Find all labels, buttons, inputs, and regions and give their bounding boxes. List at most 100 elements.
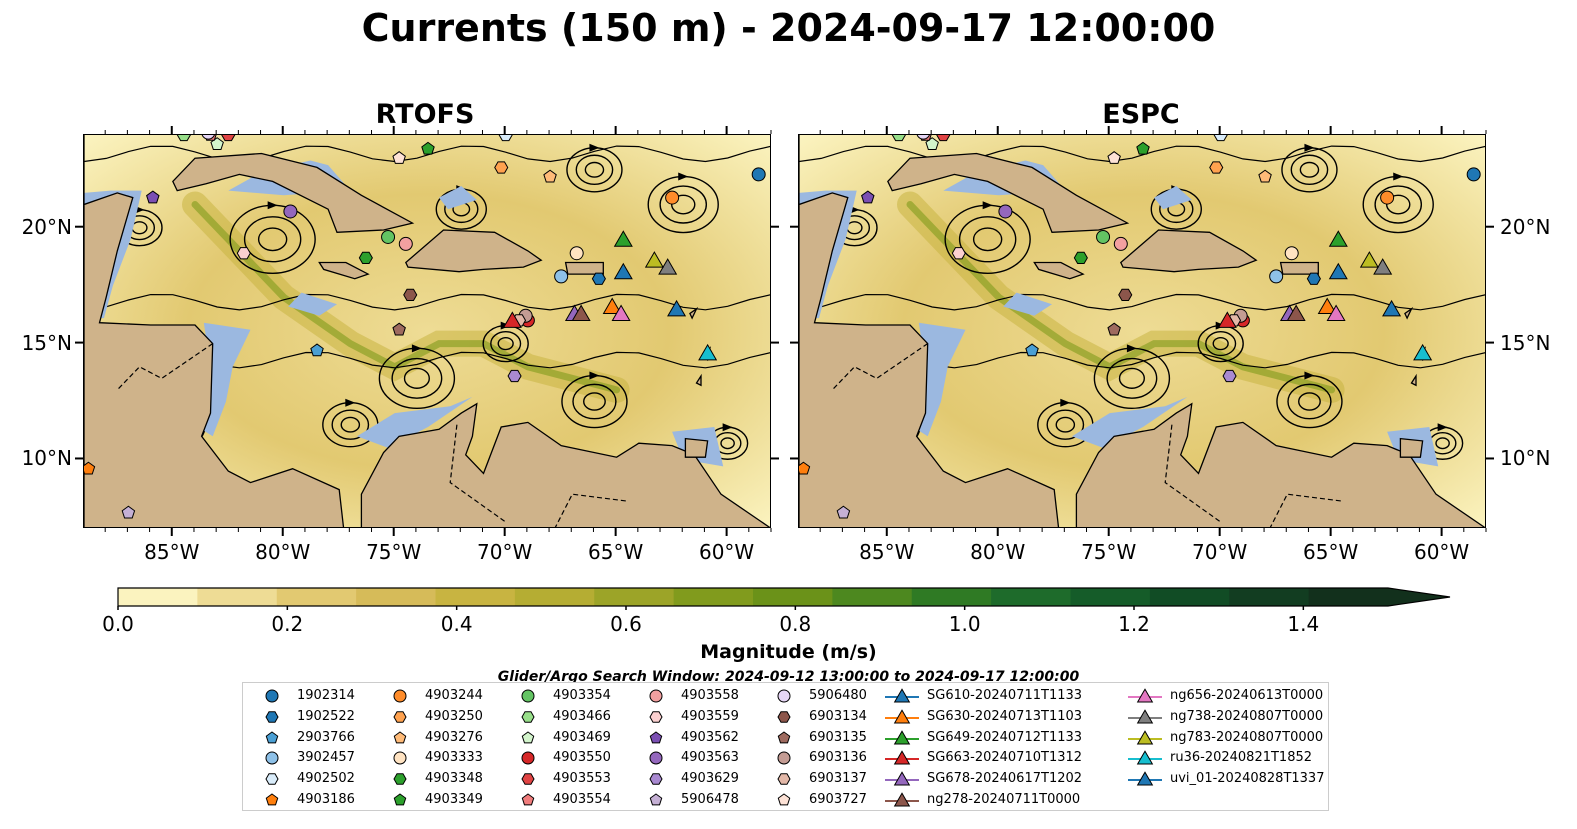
marker-4902502 — [498, 135, 513, 142]
country-border — [449, 424, 507, 523]
marker-4903563 — [283, 204, 298, 219]
legend-marker-circle — [265, 751, 279, 765]
marker-4903276 — [1258, 169, 1272, 183]
current-core — [191, 201, 621, 394]
country-border — [554, 493, 628, 527]
marker-6903135 — [392, 322, 406, 336]
shallow-water — [1072, 396, 1188, 448]
marker-ng278-20240711T0000 — [1286, 304, 1306, 321]
legend-marker-hexagon — [521, 711, 535, 723]
lon-label-espc: 80°W — [970, 540, 1026, 564]
legend-marker-triangle — [1128, 729, 1162, 745]
eddy-streamlines — [229, 201, 316, 274]
legend-marker-hexagon — [265, 711, 279, 723]
legend-label: 5906480 — [809, 688, 867, 703]
colorbar-bin — [435, 588, 516, 606]
marker-1902314 — [1466, 167, 1481, 182]
figure-title: Currents (150 m) - 2024-09-17 12:00:00 — [361, 6, 1216, 50]
colorbar-bin — [911, 588, 992, 606]
marker-5906480 — [916, 135, 930, 140]
marker-1902522 — [1306, 272, 1321, 285]
legend-label: 4903563 — [681, 750, 739, 766]
marker-2903766 — [1025, 343, 1039, 357]
legend-label: 6903727 — [809, 792, 867, 807]
colorbar-bin — [991, 588, 1071, 606]
legend-label: 4903629 — [681, 771, 739, 787]
land — [799, 135, 1060, 527]
legend-marker-pentagon — [777, 730, 791, 743]
legend-symbol — [649, 751, 663, 765]
colorbar-tick-label: 1.0 — [948, 612, 981, 636]
streamline — [799, 293, 1485, 311]
marker-6903727 — [392, 151, 406, 164]
legend-marker-pentagon — [521, 793, 535, 806]
legend-label: 4903276 — [425, 729, 483, 745]
legend-label: 4902502 — [297, 771, 355, 787]
marker-SG663-20240710T1312 — [502, 311, 522, 328]
legend-label: 1902522 — [297, 708, 355, 724]
marker-uvi_01-20240828T1337 — [667, 299, 687, 317]
marker-4903186 — [799, 461, 811, 475]
legend-symbol — [1136, 771, 1154, 786]
legend-label: 6903135 — [809, 729, 867, 745]
marker-4903466 — [176, 135, 191, 142]
eddy-streamlines — [1281, 143, 1338, 193]
legend-label: SG610-20240711T1133 — [927, 688, 1083, 703]
legend-symbol — [649, 730, 663, 743]
marker-ng783-20240807T0000 — [644, 251, 664, 268]
lat-label-right: 10°N — [1500, 446, 1551, 471]
marker-4903250 — [494, 161, 509, 174]
colorbar-bin — [356, 588, 436, 606]
legend-symbol — [265, 711, 279, 723]
eddy-streamlines — [944, 201, 1031, 274]
legend-symbol — [893, 688, 911, 703]
marker-4903348 — [1073, 251, 1088, 264]
streamline — [84, 293, 770, 311]
marker-4903354 — [381, 229, 396, 244]
land — [695, 373, 702, 387]
legend-label: SG630-20240713T1103 — [927, 708, 1083, 724]
legend-marker-pentagon — [265, 793, 279, 806]
marker-4903250 — [1209, 161, 1224, 174]
land — [318, 261, 370, 280]
legend-label: 4903349 — [425, 792, 483, 807]
legend-marker-hexagon — [777, 773, 791, 785]
legend-label: ru36-20240821T1852 — [1170, 750, 1313, 766]
legend-marker-triangle — [885, 688, 919, 703]
colorbar-bin — [594, 588, 675, 606]
marker-6903134 — [1118, 288, 1133, 302]
land — [887, 152, 1130, 233]
marker-ng783-20240807T0000 — [1359, 251, 1379, 268]
marker-3902457 — [554, 269, 569, 284]
lon-label-rtofs: 80°W — [255, 540, 311, 564]
legend-marker-pentagon — [265, 730, 279, 743]
legend-label: 4903558 — [681, 688, 739, 703]
marker-4903333 — [1284, 246, 1299, 261]
marker-SG649-20240712T1133 — [1328, 230, 1348, 247]
marker-4903349 — [1136, 141, 1150, 155]
map-canvas-espc — [799, 135, 1485, 527]
land — [1119, 229, 1258, 273]
legend-symbol — [393, 751, 407, 765]
legend-marker-triangle — [1128, 688, 1162, 703]
legend-label: SG649-20240712T1133 — [927, 729, 1083, 745]
legend-symbol — [1136, 750, 1154, 765]
legend-marker-hexagon — [521, 773, 535, 785]
marker-5906478 — [121, 505, 136, 519]
legend-symbol — [265, 689, 279, 703]
legend-symbol — [393, 730, 407, 743]
lon-label-rtofs: 60°W — [698, 540, 755, 564]
shallow-water — [201, 322, 251, 437]
eddy-streamlines — [322, 398, 379, 448]
legend-label: 1902314 — [297, 688, 355, 703]
country-border — [831, 343, 929, 391]
land — [1399, 437, 1424, 458]
panel-title-rtofs: RTOFS — [375, 99, 475, 130]
streamline — [799, 145, 1485, 163]
eddy-streamlines — [1276, 371, 1343, 429]
marker-SG610-20240711T1133 — [613, 262, 633, 280]
legend-marker-pentagon — [393, 793, 407, 806]
colorbar-bin — [1308, 588, 1389, 606]
colorbar-extend-arrow — [1388, 588, 1450, 606]
marker-4903333 — [569, 246, 584, 261]
